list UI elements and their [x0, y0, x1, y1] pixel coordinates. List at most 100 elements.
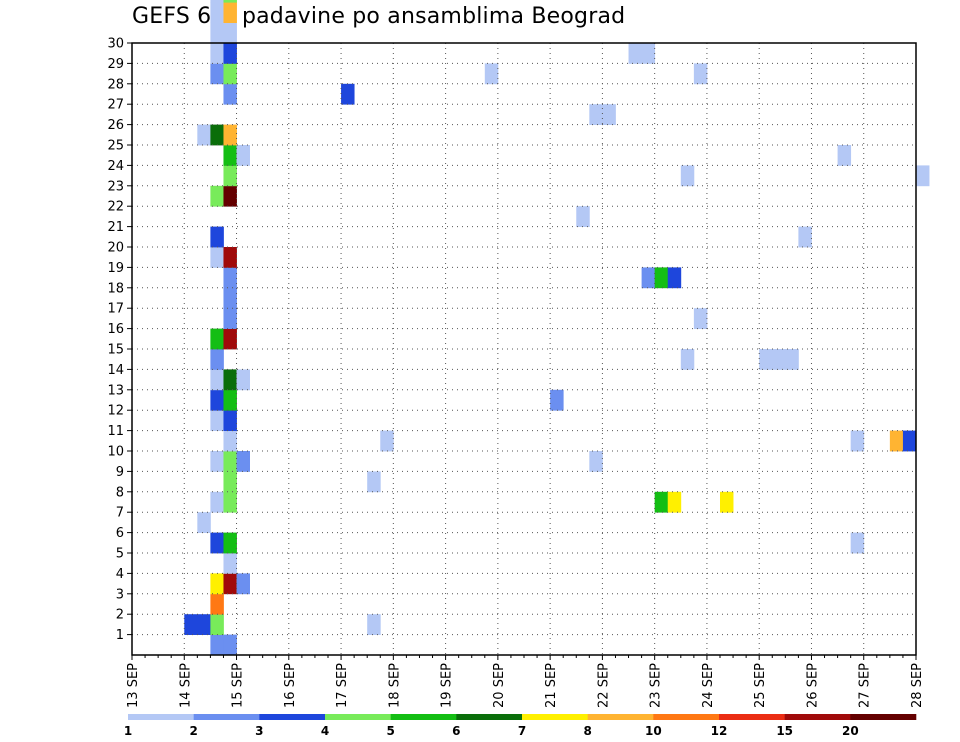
y-tick-label: 14: [107, 363, 124, 378]
heatmap-cell: [197, 512, 211, 533]
x-tick-label: 26 SEP: [805, 663, 820, 708]
heatmap-cell: [184, 614, 198, 635]
heatmap-cell: [798, 226, 812, 248]
heatmap-cell: [654, 267, 669, 289]
colorbar-segment: [390, 714, 457, 720]
grid-layer: [132, 43, 916, 655]
x-tick-label: 21 SEP: [544, 663, 559, 708]
heatmap-cell: [210, 247, 224, 268]
heatmap-cell: [223, 491, 237, 513]
colorbar-segment: [193, 714, 260, 720]
colorbar-segment: [259, 714, 326, 720]
heatmap-cell: [223, 247, 237, 268]
heatmap-cell: [236, 573, 250, 595]
colorbar-label: 8: [583, 724, 591, 738]
heatmap-cell: [367, 614, 381, 635]
y-tick-label: 3: [116, 587, 124, 602]
colorbar-label: 1: [124, 724, 132, 738]
colorbar-segment: [850, 714, 917, 720]
colorbar-label: 3: [255, 724, 263, 738]
y-tick-label: 28: [107, 77, 124, 92]
heatmap-cell: [210, 349, 224, 370]
colorbar: 1 2 3 4 5 6 7 8 10 12 15 20: [124, 714, 917, 738]
y-tick-label: 22: [107, 200, 124, 215]
heatmap-cell: [654, 491, 669, 513]
heatmap-cell: [210, 614, 224, 635]
heatmap-cell: [223, 2, 237, 23]
heatmap-cell: [628, 43, 642, 64]
heatmap-cell: [380, 430, 394, 452]
heatmap-cell: [589, 104, 603, 125]
colorbar-segment: [325, 714, 391, 720]
heatmap-cell: [223, 410, 237, 431]
heatmap-cell: [850, 532, 865, 554]
heatmap-cell: [223, 185, 237, 207]
colorbar-label: 7: [518, 724, 526, 738]
heatmap-cell: [680, 349, 695, 370]
colorbar-segment: [719, 714, 785, 720]
heatmap-cell: [210, 389, 224, 411]
colorbar-segment: [522, 714, 588, 720]
heatmap-cell: [889, 430, 904, 452]
heatmap-cell: [223, 328, 237, 350]
y-tick-label: 12: [107, 404, 124, 419]
heatmap-cell: [680, 165, 695, 187]
heatmap-cell: [602, 104, 616, 125]
x-tick-label: 16 SEP: [283, 663, 298, 708]
y-tick-label: 1: [116, 628, 124, 643]
heatmap-cell: [236, 145, 250, 166]
x-tick-label: 28 SEP: [910, 663, 925, 708]
heatmap-cell: [210, 369, 224, 391]
y-tick-label: 4: [116, 567, 124, 582]
y-tick-label: 23: [107, 179, 124, 194]
colorbar-segment: [456, 714, 523, 720]
colorbar-label: 5: [386, 724, 394, 738]
y-tick-label: 10: [107, 445, 124, 460]
heatmap-cell: [785, 349, 799, 370]
heatmap-cell: [759, 349, 773, 370]
heatmap-cell: [484, 63, 499, 85]
heatmap-cell: [223, 43, 237, 64]
x-tick-label: 24 SEP: [701, 663, 716, 708]
y-tick-label: 7: [116, 506, 124, 521]
y-tick-label: 24: [107, 159, 124, 174]
y-tick-label: 6: [116, 526, 124, 541]
x-tick-label: 27 SEP: [858, 663, 873, 708]
heatmap-cell: [223, 165, 237, 187]
x-tick-label: 15 SEP: [231, 663, 246, 708]
colorbar-segment: [784, 714, 851, 720]
heatmap-cell: [210, 63, 224, 85]
colorbar-label: 15: [776, 724, 793, 738]
heatmap-cell: [197, 124, 211, 146]
heatmap-cell: [210, 124, 224, 146]
heatmap-cell: [902, 430, 917, 452]
colorbar-label: 2: [189, 724, 197, 738]
heatmap-cell: [550, 389, 564, 411]
y-tick-label: 17: [107, 302, 124, 317]
x-tick-label: 25 SEP: [753, 663, 768, 708]
heatmap-cell: [223, 451, 237, 472]
x-tick-label: 20 SEP: [492, 663, 507, 708]
x-tick-label: 22 SEP: [596, 663, 611, 708]
colorbar-label: 10: [645, 724, 662, 738]
heatmap-cell: [223, 369, 237, 391]
y-tick-label: 15: [107, 343, 124, 358]
y-tick-label: 29: [107, 57, 124, 72]
heatmap-cell: [693, 63, 708, 85]
heatmap-cell: [223, 63, 237, 85]
y-tick-label: 20: [107, 241, 124, 256]
heatmap-cell: [223, 532, 237, 554]
colorbar-label: 12: [711, 724, 728, 738]
x-tick-label: 18 SEP: [387, 663, 402, 708]
y-tick-label: 21: [107, 220, 124, 235]
colorbar-label: 4: [321, 724, 329, 738]
heatmap-cell: [772, 349, 786, 370]
y-tick-label: 16: [107, 322, 124, 337]
colorbar-segment: [128, 714, 194, 720]
heatmap-cell: [210, 43, 224, 64]
heatmap-cell: [210, 328, 224, 350]
y-tick-label: 18: [107, 281, 124, 296]
x-tick-label: 19 SEP: [440, 663, 455, 708]
heatmap-cell: [210, 22, 224, 44]
